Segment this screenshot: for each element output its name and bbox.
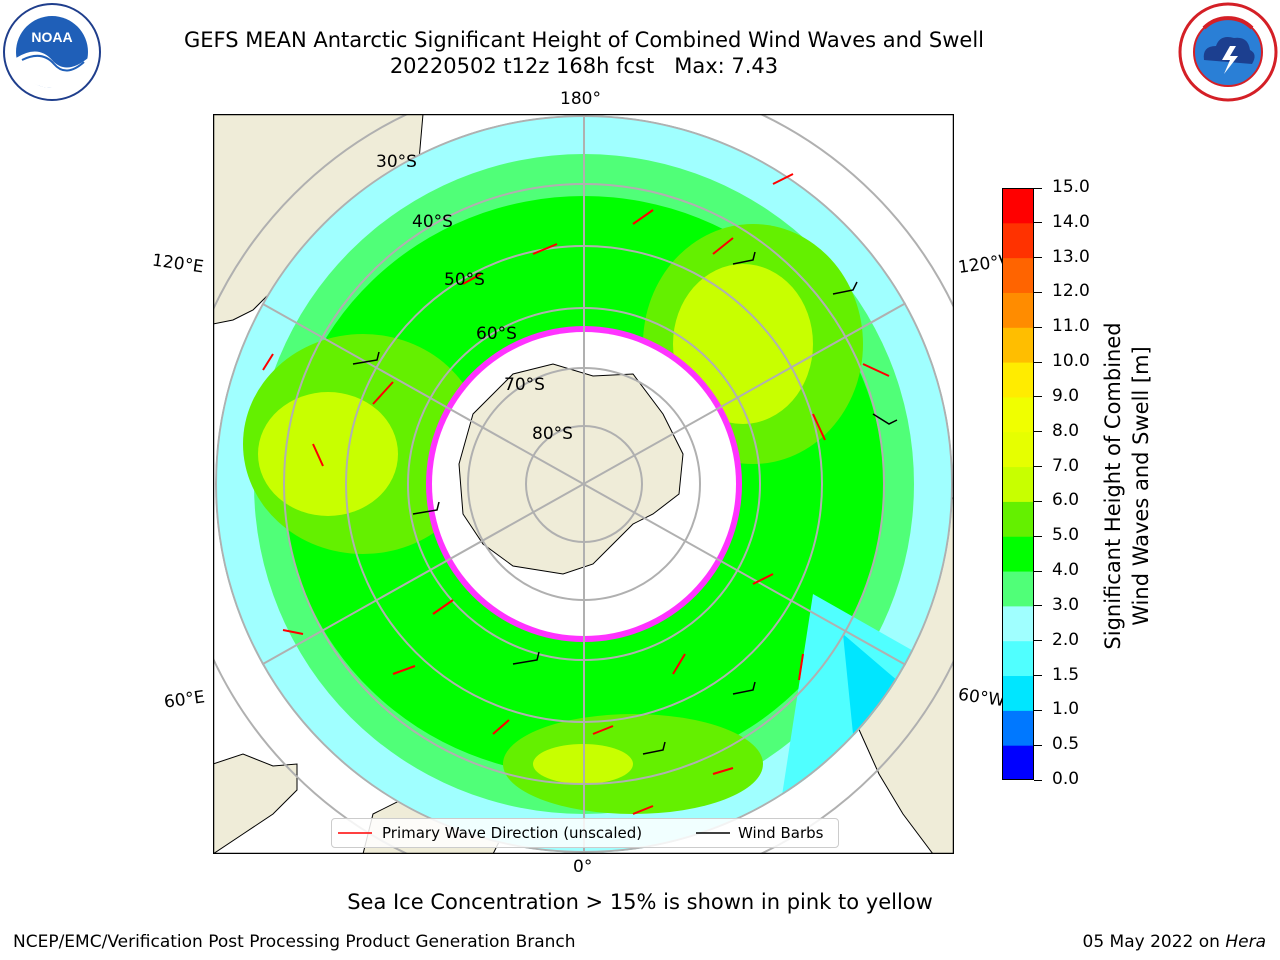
colorbar-tick-label: 1.5 xyxy=(1052,664,1080,685)
colorbar-tick-mark xyxy=(1034,187,1042,189)
graticule xyxy=(215,115,953,853)
nws-logo xyxy=(1178,2,1278,102)
chart-subtitle: 20220502 t12z 168h fcst Max: 7.43 xyxy=(389,54,779,78)
colorbar-tick-mark xyxy=(1034,291,1042,293)
host-name: Hera xyxy=(1225,932,1266,952)
lon-label-60w: 60°W xyxy=(956,684,1007,712)
colorbar-tick-mark xyxy=(1034,500,1042,502)
wind-barbs-legend-swatch xyxy=(696,832,730,834)
map-legend: Primary Wave Direction (unscaled) Wind B… xyxy=(331,818,839,848)
colorbar-bin xyxy=(1002,327,1034,363)
colorbar-tick-label: 14.0 xyxy=(1052,211,1090,232)
colorbar-bin xyxy=(1002,745,1034,780)
colorbar-label-line2: Wind Waves and Swell [m] xyxy=(1129,346,1153,626)
colorbar-tick-mark xyxy=(1034,535,1042,537)
colorbar-bin xyxy=(1002,571,1034,607)
colorbar-bin xyxy=(1002,466,1034,502)
colorbar-tick-label: 3.0 xyxy=(1052,594,1080,615)
colorbar-bin xyxy=(1002,501,1034,537)
colorbar-tick-label: 10.0 xyxy=(1052,351,1090,372)
colorbar-bin xyxy=(1002,710,1034,746)
colorbar-bin xyxy=(1002,605,1034,642)
colorbar-bin xyxy=(1002,396,1034,433)
colorbar-tick-mark xyxy=(1034,396,1042,398)
map-panel xyxy=(213,114,954,854)
colorbar-tick-label: 13.0 xyxy=(1052,246,1090,267)
noaa-logo: NOAA xyxy=(3,3,101,101)
colorbar-bin xyxy=(1002,431,1034,468)
credit-line: NCEP/EMC/Verification Post Processing Pr… xyxy=(13,932,576,952)
lat-label-30s: 30°S xyxy=(376,152,417,172)
wave-direction-legend-swatch xyxy=(338,832,372,834)
colorbar-tick-label: 9.0 xyxy=(1052,385,1080,406)
lon-label-120e: 120°E xyxy=(150,250,205,278)
colorbar-bin xyxy=(1002,640,1034,677)
lat-label-80s: 80°S xyxy=(532,424,573,444)
colorbar-tick-label: 15.0 xyxy=(1052,177,1090,197)
colorbar-tick-mark xyxy=(1034,570,1042,572)
colorbar-tick-mark xyxy=(1034,744,1042,746)
lat-label-50s: 50°S xyxy=(444,270,485,290)
run-date: 05 May 2022 on Hera xyxy=(1083,932,1267,952)
lon-label-0: 0° xyxy=(573,857,593,877)
colorbar-tick-label: 12.0 xyxy=(1052,281,1090,302)
colorbar-tick-mark xyxy=(1034,640,1042,642)
colorbar-tick-mark xyxy=(1034,605,1042,607)
chart-title: GEFS MEAN Antarctic Significant Height o… xyxy=(183,28,985,52)
colorbar-tick-mark xyxy=(1034,779,1042,781)
sea-ice-note: Sea Ice Concentration > 15% is shown in … xyxy=(347,890,933,914)
run-date-text: 05 May 2022 on xyxy=(1082,932,1220,952)
wave-height-field xyxy=(215,115,953,853)
wind-barbs xyxy=(352,251,898,755)
colorbar-tick-mark xyxy=(1034,675,1042,677)
lon-label-60e: 60°E xyxy=(162,687,207,713)
colorbar-tick-label: 5.0 xyxy=(1052,525,1080,546)
lat-label-40s: 40°S xyxy=(412,212,453,232)
colorbar-tick-mark xyxy=(1034,257,1042,259)
lat-label-70s: 70°S xyxy=(504,375,545,395)
colorbar-bin xyxy=(1002,188,1034,224)
colorbar-bin xyxy=(1002,362,1034,398)
colorbar-tick-label: 6.0 xyxy=(1052,490,1080,511)
colorbar-tick-label: 8.0 xyxy=(1052,420,1080,441)
wave-direction-arrows xyxy=(262,173,890,815)
colorbar-tick-label: 7.0 xyxy=(1052,455,1080,476)
colorbar-tick-mark xyxy=(1034,326,1042,328)
wind-barbs-legend-label: Wind Barbs xyxy=(738,824,824,842)
colorbar-tick-label: 4.0 xyxy=(1052,560,1080,581)
colorbar-tick-label: 1.0 xyxy=(1052,699,1080,720)
colorbar-bin xyxy=(1002,292,1034,328)
colorbar-tick-mark xyxy=(1034,709,1042,711)
colorbar-label: Significant Height of Combined Wind Wave… xyxy=(1101,322,1153,649)
colorbar-tick-mark xyxy=(1034,431,1042,433)
colorbar-label-line1: Significant Height of Combined xyxy=(1101,322,1125,649)
wave-direction-legend-label: Primary Wave Direction (unscaled) xyxy=(382,824,643,842)
noaa-wordmark: NOAA xyxy=(31,29,72,45)
colorbar-bin xyxy=(1002,222,1034,259)
colorbar xyxy=(1002,188,1034,780)
colorbar-tick-label: 0.5 xyxy=(1052,734,1080,755)
colorbar-tick-mark xyxy=(1034,222,1042,224)
colorbar-bin xyxy=(1002,536,1034,572)
lon-label-180: 180° xyxy=(560,89,601,109)
colorbar-tick-label: 0.0 xyxy=(1052,769,1080,789)
colorbar-tick-label: 2.0 xyxy=(1052,629,1080,650)
colorbar-bin xyxy=(1002,675,1034,711)
colorbar-tick-mark xyxy=(1034,466,1042,468)
colorbar-bin xyxy=(1002,257,1034,293)
colorbar-tick-label: 11.0 xyxy=(1052,316,1090,337)
colorbar-tick-mark xyxy=(1034,361,1042,363)
lat-label-60s: 60°S xyxy=(476,324,517,344)
